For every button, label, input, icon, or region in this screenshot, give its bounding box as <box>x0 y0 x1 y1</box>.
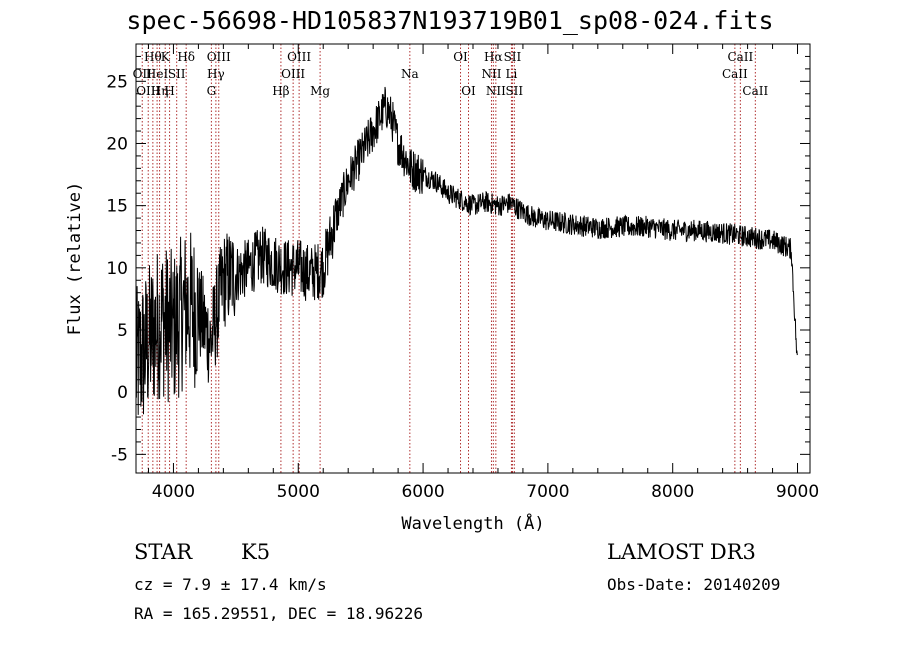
redshift-text: cz = 7.9 ± 17.4 km/s <box>134 575 327 594</box>
y-tick-label: 25 <box>106 72 128 92</box>
spectral-line-label: OIII <box>136 84 160 98</box>
spectral-line-label: Hγ <box>207 67 225 81</box>
spectral-line-label: Li <box>506 67 518 81</box>
x-tick-label: 4000 <box>152 482 195 502</box>
spectral-line-label: SII <box>168 67 186 81</box>
y-tick-label: 0 <box>117 383 128 403</box>
spectrum-line <box>135 86 798 415</box>
spectral-line-label: CaII <box>727 50 753 64</box>
spectral-line-label: OI <box>453 50 468 64</box>
y-tick-label: 10 <box>106 259 128 279</box>
x-tick-label: 7000 <box>526 482 569 502</box>
x-tick-label: 8000 <box>651 482 694 502</box>
chart-title: spec-56698-HD105837N193719B01_sp08-024.f… <box>126 6 774 35</box>
object-subclass: K5 <box>241 540 271 564</box>
spectral-line-label: OIII <box>207 50 231 64</box>
spectral-line-label: Hη <box>151 84 169 98</box>
spectral-line-label: Hα <box>484 50 503 64</box>
spectral-line-label: H <box>164 84 174 98</box>
obs-date-text: Obs-Date: 20140209 <box>607 575 781 594</box>
x-axis-label: Wavelength (Å) <box>401 512 544 534</box>
y-tick-label: 20 <box>106 134 128 154</box>
spectral-line-label: G <box>207 84 217 98</box>
spectral-line-label: CaII <box>742 84 768 98</box>
spectral-line-label: CaII <box>722 67 748 81</box>
spectral-line-label: K <box>161 50 171 64</box>
coordinates-text: RA = 165.29551, DEC = 18.96226 <box>134 604 423 623</box>
spectral-line-label: Hβ <box>272 84 289 98</box>
spectral-line-label: OII <box>133 67 153 81</box>
spectral-line-label: OI <box>461 84 476 98</box>
survey-label: LAMOST DR3 <box>607 540 756 564</box>
spectral-line-label: SII <box>505 84 523 98</box>
spectral-line-label: NII <box>481 67 501 81</box>
y-tick-label: 15 <box>106 197 128 217</box>
spectral-line-label: Na <box>401 67 419 81</box>
spectral-line-label: NII <box>486 84 506 98</box>
spectral-line-label: Mg <box>310 84 330 98</box>
object-class: STAR <box>134 540 193 564</box>
y-tick-label: 5 <box>117 321 128 341</box>
spectral-line-label: OIII <box>287 50 311 64</box>
y-tick-label: -5 <box>111 445 128 465</box>
y-axis-label: Flux (relative) <box>65 182 85 336</box>
spectral-line-label: Hδ <box>177 50 195 64</box>
spectral-line-label: HeI <box>146 67 169 81</box>
x-tick-label: 5000 <box>277 482 320 502</box>
spectral-line-label: OIII <box>281 67 305 81</box>
spectral-line-label: Hθ <box>144 50 162 64</box>
x-tick-label: 6000 <box>401 482 444 502</box>
spectral-line-label: SII <box>504 50 522 64</box>
x-tick-label: 9000 <box>776 482 819 502</box>
